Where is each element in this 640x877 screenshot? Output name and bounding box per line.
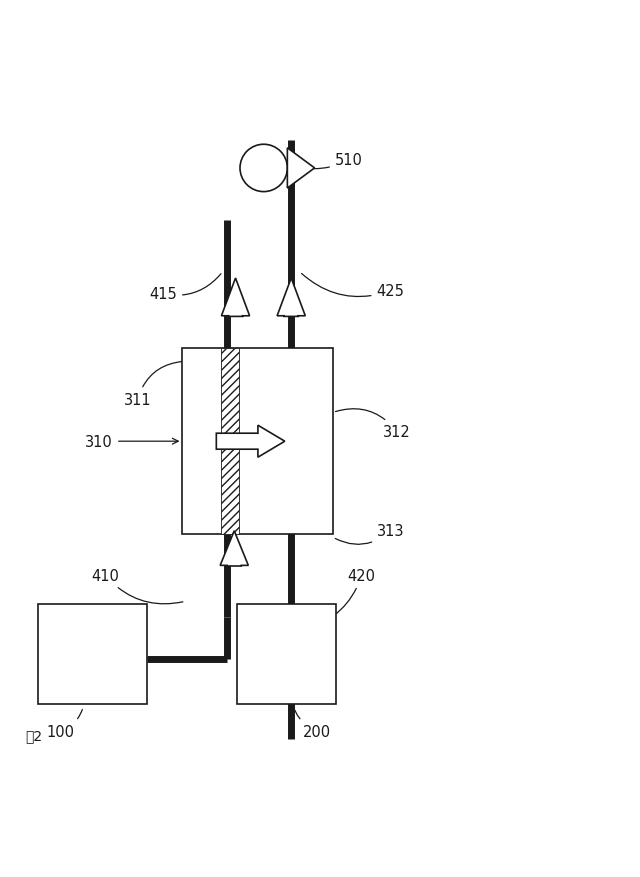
Polygon shape	[287, 148, 315, 189]
Text: 310: 310	[85, 434, 178, 449]
Text: 425: 425	[301, 275, 404, 299]
Bar	[237, 605, 336, 704]
Polygon shape	[221, 279, 250, 317]
Text: 図2: 図2	[26, 729, 43, 743]
Text: 420: 420	[300, 568, 376, 630]
Text: 312: 312	[335, 410, 411, 439]
Polygon shape	[216, 425, 285, 458]
Circle shape	[240, 145, 287, 192]
Text: 313: 313	[335, 524, 404, 545]
Bar	[221, 349, 239, 534]
Bar	[38, 605, 147, 704]
Bar	[182, 349, 333, 534]
Text: 100: 100	[47, 709, 83, 738]
Text: 510: 510	[297, 153, 363, 169]
Polygon shape	[277, 279, 305, 317]
Text: 410: 410	[92, 568, 183, 604]
Polygon shape	[220, 531, 248, 567]
Text: 415: 415	[149, 275, 221, 303]
Text: 200: 200	[292, 703, 331, 738]
Text: 311: 311	[124, 362, 183, 408]
